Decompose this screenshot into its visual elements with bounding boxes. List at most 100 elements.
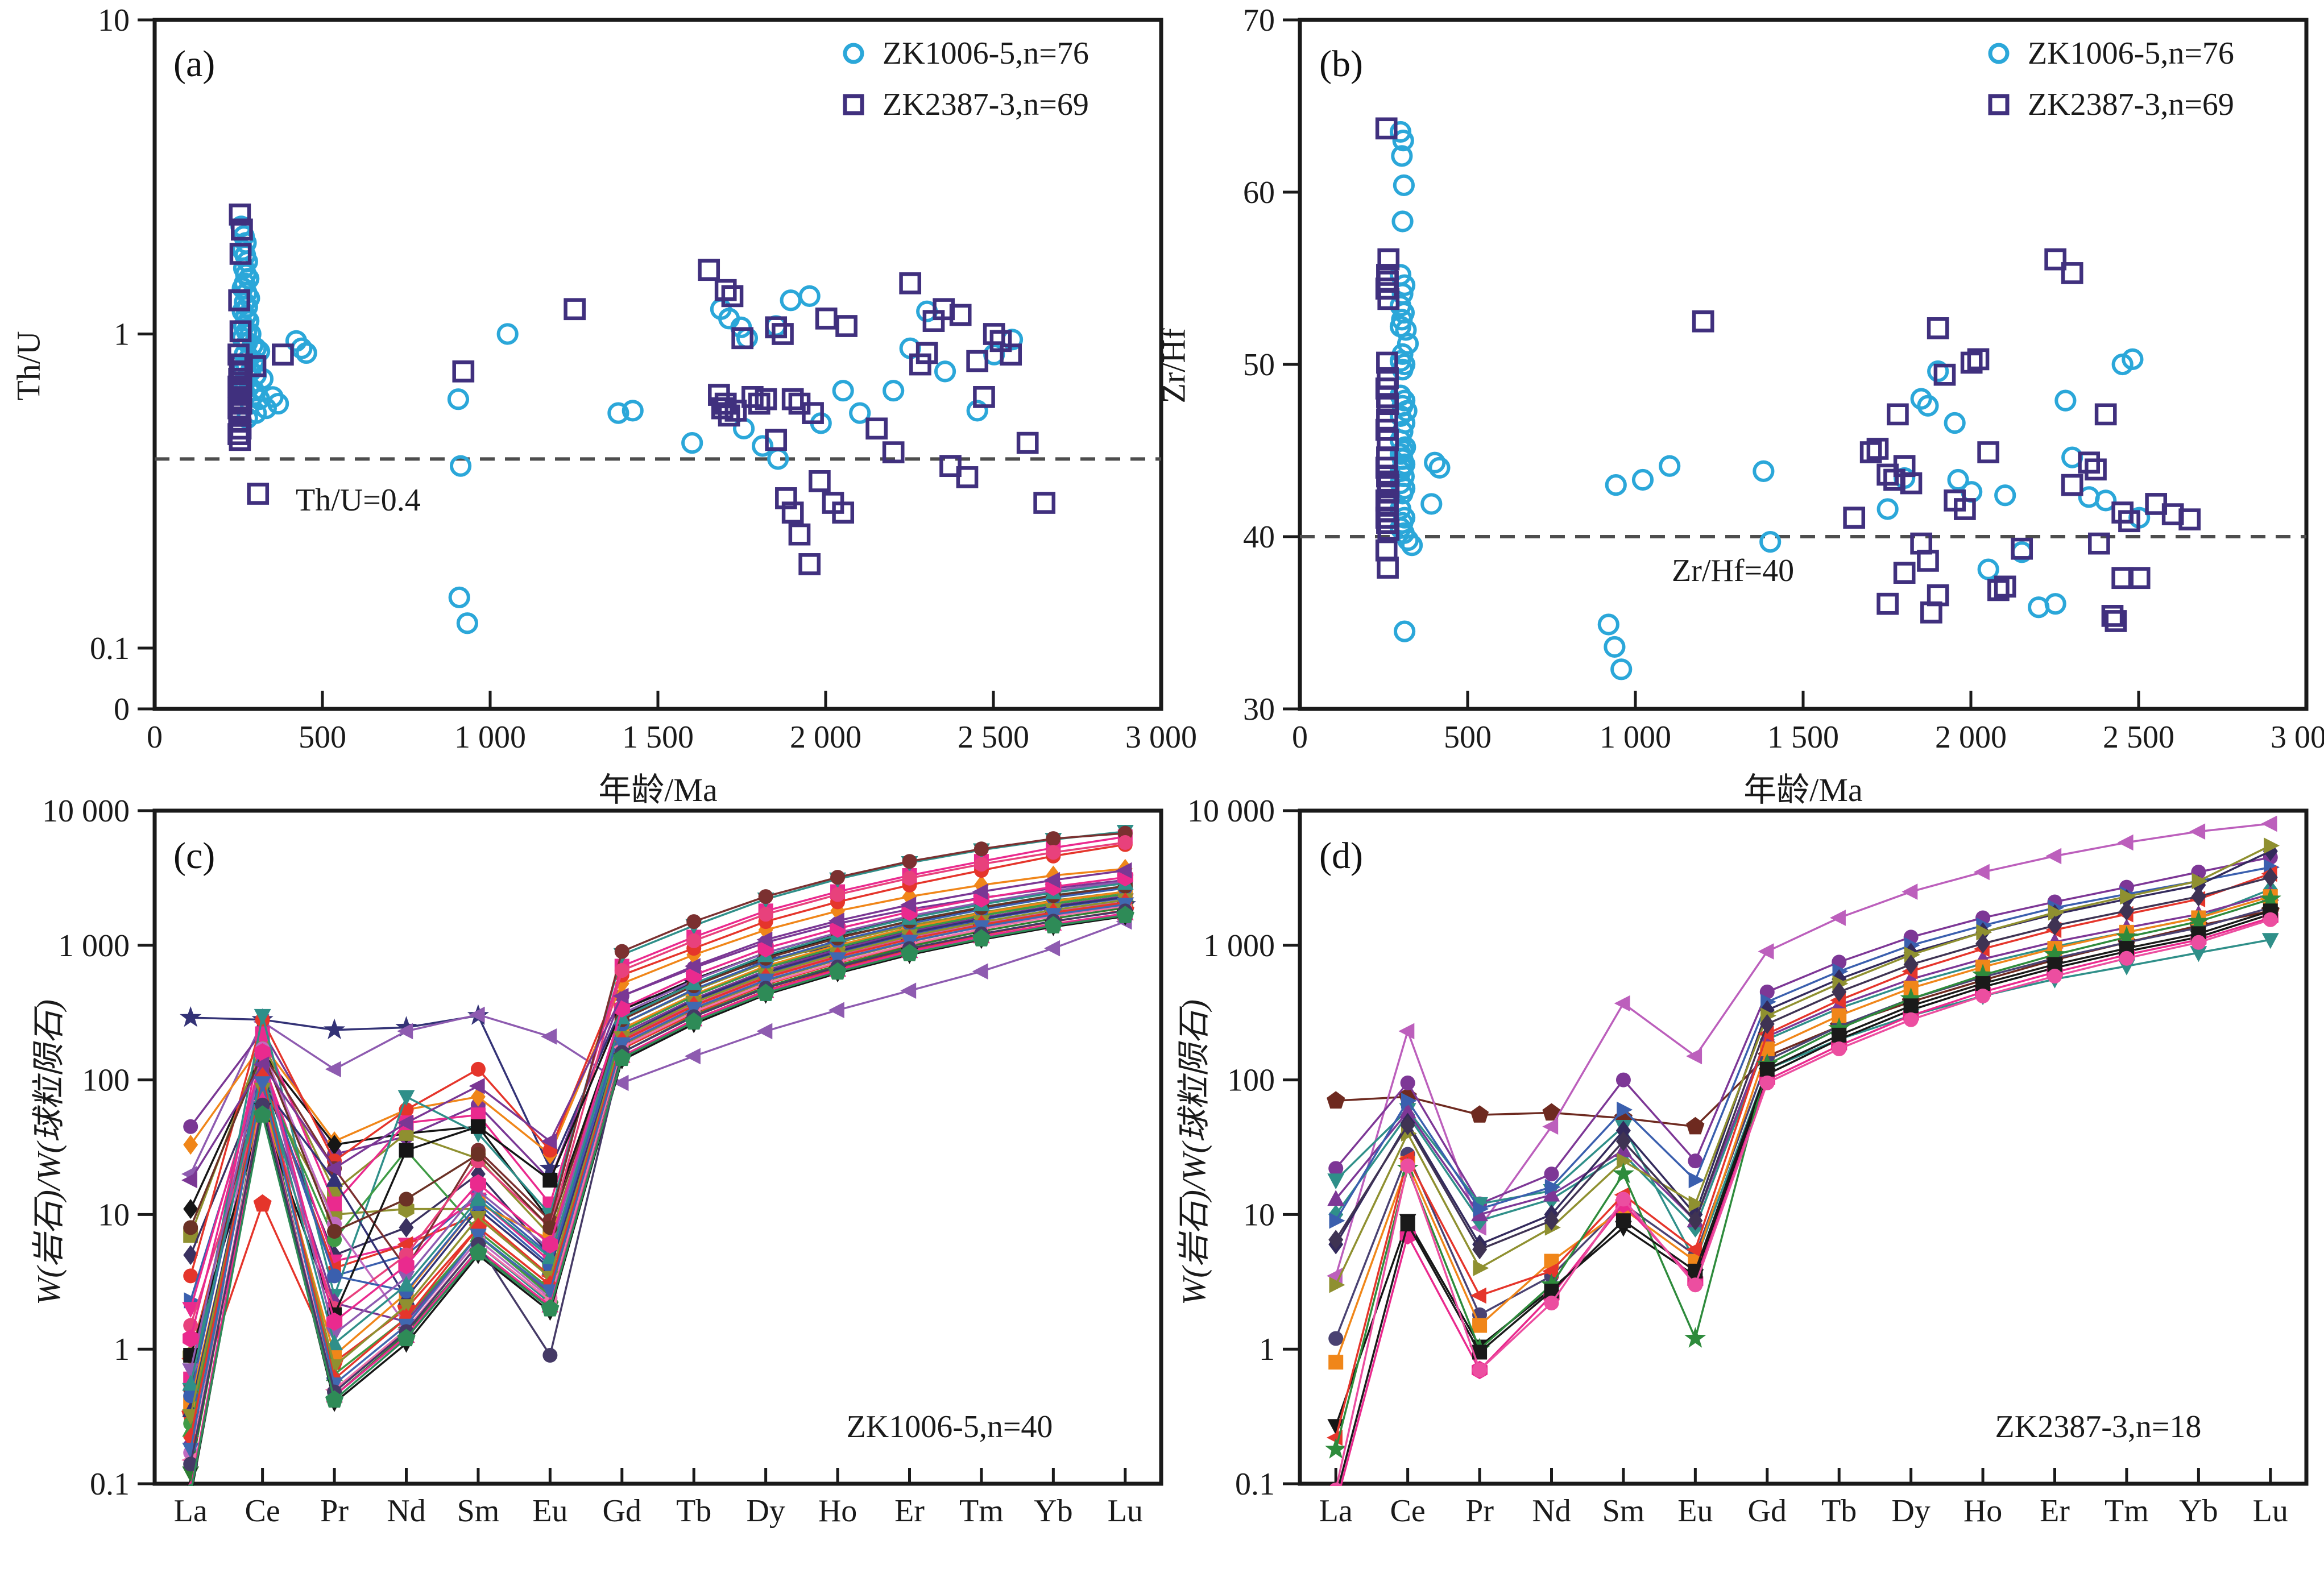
ree-series [1327,933,2279,1271]
scatter-point [1759,530,1782,553]
scatter-point [1376,351,1398,374]
ree-marker [612,1074,629,1091]
x-tick-label: 2 500 [958,720,1029,755]
ree-marker [327,1223,342,1239]
ree-marker [756,1023,773,1040]
scatter-series [1375,117,2201,632]
x-category-label: Eu [1677,1493,1713,1529]
ree-marker [902,886,917,907]
ree-marker [1470,1105,1489,1123]
ree-marker [1544,1210,1559,1231]
ree-marker [254,1076,271,1093]
scatter-point [865,417,888,440]
scatter-point [2044,593,2066,615]
scatter-point [741,386,764,408]
ree-marker [1828,1017,1850,1038]
x-tick-label: 500 [1444,720,1492,755]
panel-b-letter: (b) [1319,43,1363,85]
ree-marker [2117,834,2134,851]
scatter-point [607,402,629,424]
ree-marker [1615,1192,1631,1207]
ree-series-line [189,920,1126,1174]
y-tick-label: 10 000 [1187,794,1275,829]
x-tick-label: 500 [299,720,346,755]
scatter-point [883,380,905,402]
ree-marker [1327,1091,1345,1109]
panel-b-y-axis-title: Zr/Hf [1155,328,1192,404]
scatter-point [2105,610,2127,632]
ree-marker [1116,906,1134,923]
scatter-series [227,204,1056,575]
ree-marker [686,914,702,929]
ree-series [187,906,1134,1486]
ree-marker [469,1243,487,1261]
ree-marker [397,1299,415,1315]
scatter-point [1887,403,1909,426]
y-tick-label: 100 [82,1063,130,1098]
scatter-point [1927,317,1949,339]
scatter-point [966,350,989,372]
ree-series-line [189,868,1125,1156]
square-marker-icon [843,94,864,115]
ree-marker [1617,1101,1633,1118]
scatter-point [765,316,788,339]
ree-series-line [1335,895,2271,1363]
legend-square-glyph [1988,94,2010,115]
ree-marker [1472,1362,1488,1377]
ree-marker [1472,1318,1488,1333]
scatter-point [956,466,979,488]
ree-marker [828,912,844,929]
ree-marker [470,1164,486,1184]
panel-d-plot: 10 000 1 000 100 10 1 0.1 La Ce Pr Nd Sm Eu Gd Tb Dy Ho… [1187,794,2309,1529]
ree-series [182,894,1134,1318]
panel-d-sample-label: ZK2387-3,n=18 [1995,1409,2202,1445]
scatter-point [934,360,956,383]
ree-marker [327,1135,342,1155]
scatter-point [1420,493,1443,515]
ree-marker [2261,933,2279,949]
ree-marker [1328,1355,1344,1370]
legend-label: ZK2387-3,n=69 [883,87,1089,122]
ree-marker [542,1235,558,1254]
ree-marker [1046,831,1061,846]
ree-marker [902,870,917,886]
ree-marker [253,1105,272,1123]
x-tick-label: 3 000 [2271,720,2324,755]
ree-marker [1542,1263,1559,1280]
scatter-point [939,455,962,478]
y-tick-label: 50 [1243,347,1275,383]
x-tick-label: 2 500 [2103,720,2174,755]
scatter-point [449,455,472,477]
scatter-point [909,353,931,376]
ree-marker [1327,1173,1345,1190]
ree-marker [1976,924,1992,941]
legend-item-zk1006-5: ZK1006-5,n=76 [840,35,1089,72]
ree-marker [758,907,773,922]
scatter-point [244,355,267,377]
x-tick-label: 3 000 [1125,720,1197,755]
ree-marker [1832,982,1847,1002]
ree-marker [541,1028,557,1045]
scatter-point [1397,333,1419,355]
scatter-point [1377,518,1400,541]
ree-marker [1046,845,1061,860]
scatter-point [1659,455,1681,477]
ree-series-line [189,901,1126,1438]
ree-marker [828,1002,844,1019]
scatter-point [775,487,797,509]
ree-marker [325,1390,344,1408]
ree-series-line [1335,893,2271,1223]
ree-marker [2263,841,2278,861]
ree-marker [183,1220,198,1235]
ree-marker [685,1048,701,1065]
ree-marker [1544,1178,1561,1196]
scatter-point [882,441,905,464]
ree-marker [973,841,989,857]
ree-marker [1543,1185,1560,1202]
ree-marker [972,883,988,900]
scatter-point [983,323,1005,345]
scatter-point [452,360,475,383]
x-category-label: Er [2040,1493,2070,1529]
x-category-label: Lu [2253,1493,2288,1529]
y-tick-label: 1 [114,1332,130,1367]
